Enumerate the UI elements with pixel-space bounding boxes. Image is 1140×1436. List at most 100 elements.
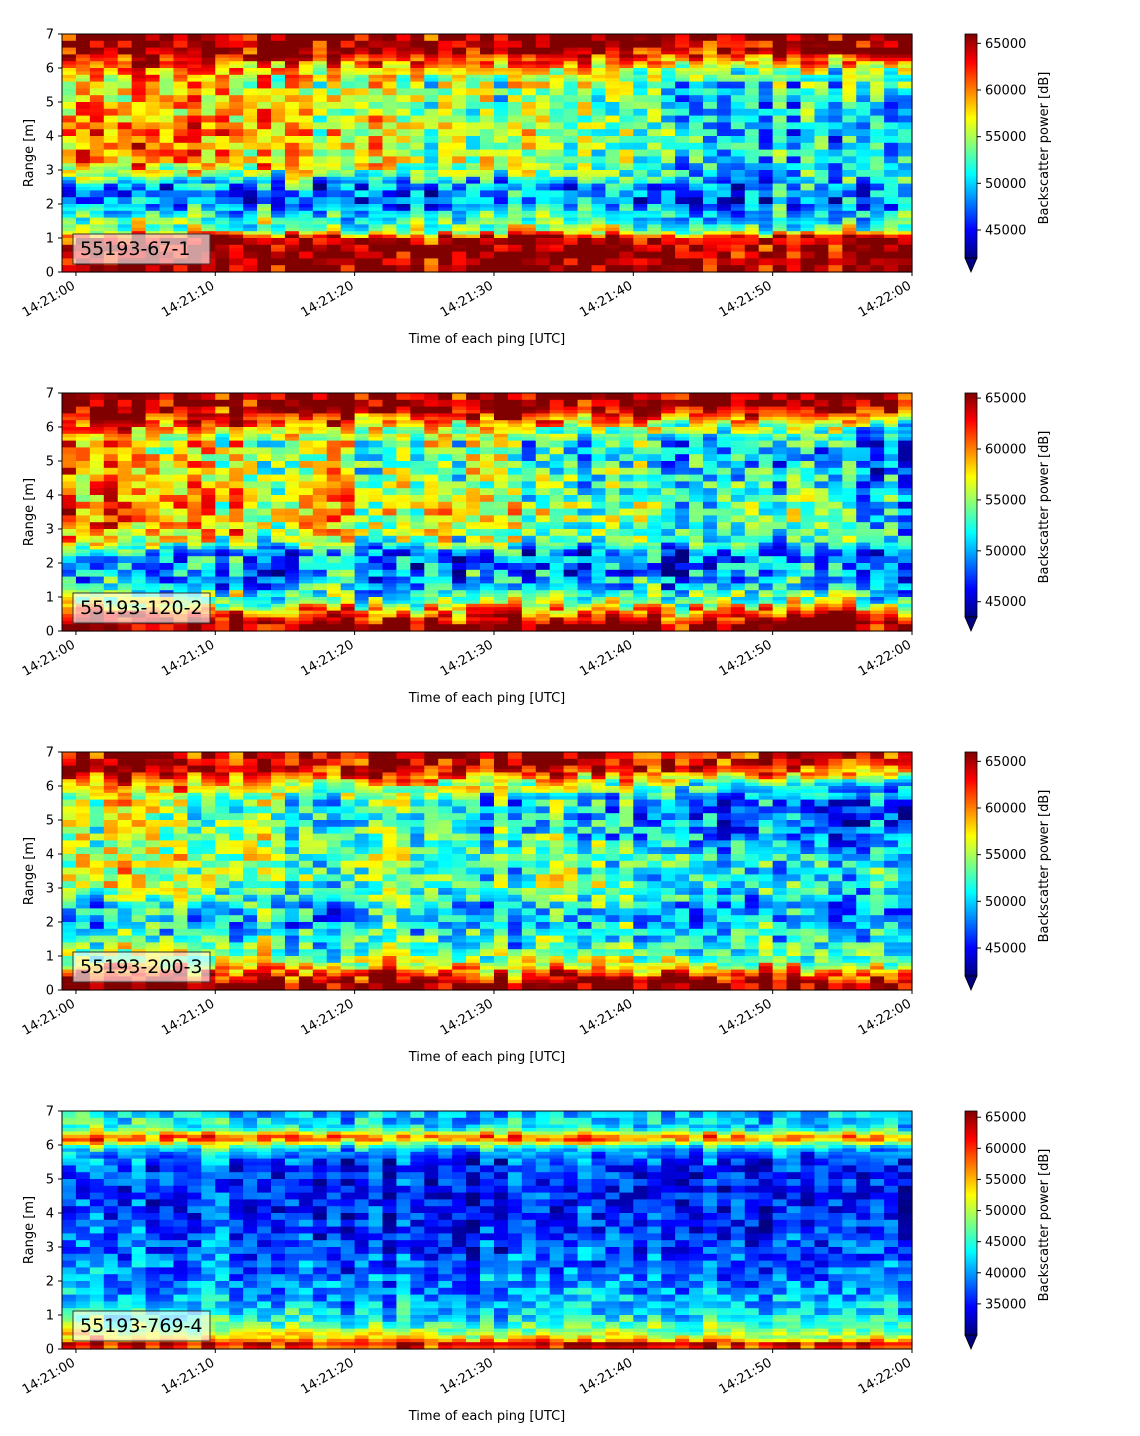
- heatmap-cell: [298, 51, 314, 55]
- heatmap-cell: [689, 78, 704, 83]
- heatmap-cell: [814, 105, 829, 110]
- heatmap-cell: [173, 210, 189, 215]
- heatmap-cell: [145, 505, 161, 510]
- heatmap-cell: [75, 34, 91, 38]
- heatmap-cell: [131, 410, 147, 414]
- heatmap-cell: [131, 115, 147, 120]
- heatmap-cell: [898, 190, 913, 195]
- heatmap-cell: [326, 173, 342, 178]
- heatmap-cell: [312, 193, 328, 198]
- heatmap-cell: [368, 176, 384, 181]
- heatmap-cell: [730, 224, 746, 229]
- heatmap-cell: [591, 136, 607, 140]
- heatmap-cell: [633, 105, 648, 110]
- heatmap-cell: [633, 156, 648, 161]
- heatmap-cell: [410, 210, 425, 215]
- heatmap-cell: [215, 132, 230, 137]
- heatmap-cell: [424, 78, 439, 83]
- heatmap-cell: [772, 85, 788, 89]
- heatmap-cell: [396, 115, 411, 120]
- heatmap-cell: [591, 85, 607, 89]
- heatmap-cell: [493, 156, 509, 161]
- heatmap-cell: [758, 71, 774, 76]
- heatmap-cell: [898, 115, 913, 120]
- colorbar-segment: [965, 34, 977, 37]
- heatmap-cell: [842, 255, 857, 259]
- heatmap-cell: [689, 173, 704, 178]
- heatmap-cell: [480, 224, 495, 229]
- heatmap-cell: [117, 265, 133, 270]
- heatmap-cell: [131, 624, 147, 629]
- heatmap-cell: [521, 139, 537, 144]
- heatmap-cell: [563, 210, 579, 215]
- heatmap-cell: [89, 163, 105, 168]
- heatmap-cell: [201, 146, 216, 151]
- heatmap-cell: [702, 163, 718, 168]
- heatmap-cell: [480, 238, 495, 242]
- heatmap-cell: [842, 190, 857, 195]
- heatmap-cell: [786, 78, 802, 83]
- heatmap-cell: [563, 95, 579, 100]
- heatmap-cell: [480, 61, 495, 66]
- heatmap-cell: [675, 95, 690, 100]
- heatmap-cell: [549, 197, 565, 202]
- heatmap-cell: [284, 224, 300, 229]
- heatmap-cell: [633, 210, 648, 215]
- heatmap-cell: [814, 37, 829, 42]
- heatmap-cell: [549, 91, 565, 96]
- heatmap-cell: [284, 238, 300, 242]
- heatmap-cell: [131, 132, 147, 137]
- heatmap-cell: [159, 183, 175, 188]
- heatmap-cell: [396, 81, 411, 86]
- heatmap-cell: [842, 57, 857, 62]
- heatmap-cell: [647, 102, 662, 106]
- heatmap-cell: [243, 251, 258, 256]
- heatmap-cell: [271, 217, 286, 222]
- heatmap-cell: [354, 149, 370, 154]
- heatmap-cell: [75, 153, 91, 157]
- heatmap-cell: [187, 98, 202, 103]
- heatmap-cell: [828, 105, 843, 110]
- heatmap-cell: [312, 183, 328, 188]
- heatmap-cell: [75, 268, 91, 273]
- heatmap-cell: [131, 112, 147, 117]
- heatmap-cell: [117, 535, 133, 540]
- heatmap-cell: [201, 227, 216, 232]
- heatmap-cell: [326, 244, 342, 249]
- heatmap-cell: [744, 268, 760, 273]
- heatmap-cell: [326, 64, 342, 69]
- heatmap-cell: [549, 173, 565, 178]
- heatmap-cell: [424, 173, 439, 178]
- heatmap-cell: [521, 47, 537, 52]
- heatmap-cell: [103, 440, 119, 445]
- heatmap-cell: [786, 95, 802, 100]
- heatmap-cell: [229, 176, 244, 181]
- heatmap-cell: [145, 125, 161, 130]
- heatmap-cell: [702, 47, 718, 52]
- heatmap-cell: [424, 40, 439, 45]
- heatmap-cell: [716, 255, 732, 259]
- heatmap-cell: [215, 108, 230, 113]
- heatmap-cell: [382, 44, 398, 49]
- heatmap-cell: [493, 234, 509, 239]
- heatmap-cell: [466, 204, 481, 208]
- heatmap-cell: [577, 187, 593, 191]
- heatmap-cell: [786, 265, 802, 270]
- heatmap-cell: [898, 44, 913, 49]
- heatmap-cell: [591, 238, 607, 242]
- heatmap-cell: [145, 410, 161, 414]
- heatmap-cell: [647, 149, 662, 154]
- heatmap-cell: [438, 132, 453, 137]
- heatmap-cell: [410, 207, 425, 212]
- heatmap-cell: [493, 210, 509, 215]
- heatmap-cell: [884, 193, 899, 198]
- heatmap-cell: [786, 119, 802, 123]
- heatmap-cell: [62, 74, 77, 79]
- heatmap-cell: [493, 64, 509, 69]
- heatmap-cell: [856, 166, 871, 171]
- heatmap-cell: [229, 88, 244, 93]
- heatmap-cell: [89, 71, 105, 76]
- heatmap-cell: [619, 190, 634, 195]
- heatmap-cell: [145, 61, 161, 66]
- heatmap-cell: [898, 125, 913, 130]
